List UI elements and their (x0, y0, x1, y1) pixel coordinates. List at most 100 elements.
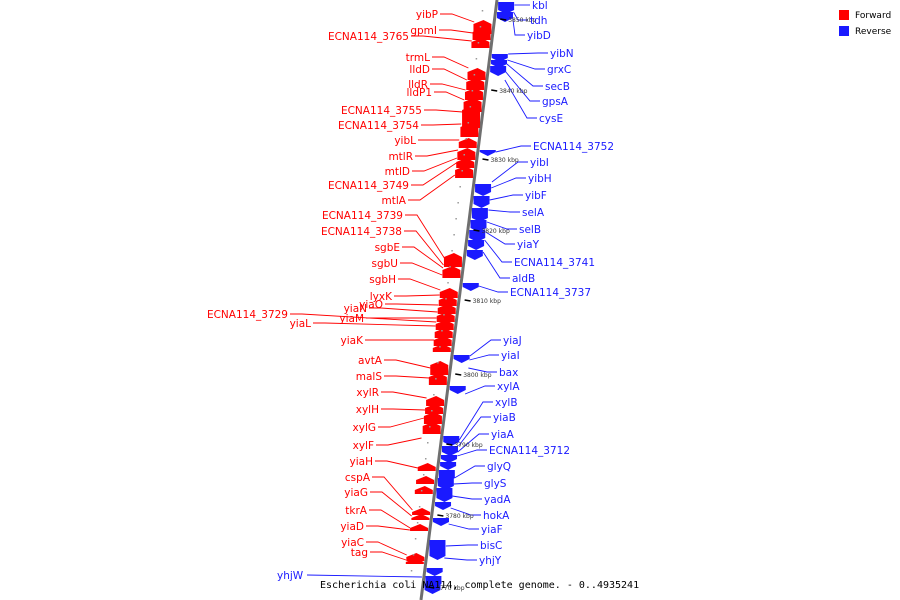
reverse-leader-line (504, 79, 537, 119)
tick-mark (455, 373, 462, 376)
reverse-gene-label: yiaJ (503, 335, 522, 347)
forward-leader-line (400, 262, 443, 276)
reverse-leader-line (488, 209, 520, 213)
forward-leader-line (290, 313, 437, 323)
forward-gene-label: yiaM (339, 313, 364, 325)
minor-tick (418, 506, 421, 508)
legend-forward-swatch (839, 10, 849, 20)
forward-gene-label: yiaC (341, 537, 364, 549)
minor-tick (433, 394, 435, 396)
forward-gene-label: yiaD (340, 521, 364, 533)
tick-mark (491, 89, 498, 92)
forward-feature (439, 288, 458, 298)
forward-leader-line (440, 13, 475, 23)
reverse-gene-label: aldB (512, 273, 535, 285)
forward-gene-label: xylH (356, 404, 379, 416)
forward-leader-line (415, 149, 459, 157)
forward-gene-label: malS (356, 371, 383, 383)
minor-tick (471, 90, 474, 92)
forward-gene-label: xylF (353, 440, 374, 452)
tick-label: 3820 kbp (481, 228, 509, 235)
reverse-feature (466, 250, 483, 260)
minor-tick (465, 138, 468, 140)
tick-mark (437, 514, 444, 517)
reverse-feature (440, 462, 457, 470)
reverse-feature (442, 446, 458, 456)
reverse-feature (498, 2, 515, 14)
forward-gene-label: avtA (358, 355, 383, 367)
minor-tick (424, 458, 427, 460)
reverse-gene-label: glyS (484, 478, 507, 490)
forward-leader-line (366, 525, 410, 531)
reverse-gene-label: hokA (483, 510, 510, 522)
reverse-feature (437, 478, 454, 490)
reverse-leader-line (453, 482, 482, 485)
reverse-gene-label: yhjW (277, 570, 304, 582)
reverse-gene-label: ECNA114_3737 (510, 287, 591, 299)
reverse-feature (471, 208, 488, 222)
forward-feature (414, 486, 433, 494)
forward-gene-label: sgbU (372, 258, 399, 270)
reverse-feature (449, 386, 466, 394)
forward-leader-line (398, 278, 441, 291)
minor-tick (435, 378, 437, 380)
forward-gene-label: cspA (345, 472, 371, 484)
reverse-feature (429, 540, 446, 560)
minor-tick (445, 298, 447, 300)
forward-gene-label: xylG (353, 422, 376, 434)
forward-leader-line (421, 123, 462, 126)
minor-tick (449, 266, 451, 268)
forward-gene-label: yiaK (341, 335, 365, 347)
forward-leader-line (424, 109, 463, 113)
forward-gene-label: ECNA114_3765 (328, 31, 409, 43)
forward-feature (443, 253, 462, 267)
reverse-feature (473, 196, 490, 208)
reverse-gene-label: tdh (530, 15, 547, 27)
forward-leader-line (402, 246, 444, 269)
forward-feature (466, 78, 485, 90)
tick-label: 3790 kbp (454, 442, 482, 449)
forward-leader-line (412, 157, 458, 172)
minor-tick (431, 410, 433, 412)
forward-gene-label: gpmI (410, 25, 437, 37)
reverse-feature (433, 518, 450, 526)
reverse-feature (426, 568, 443, 576)
reverse-feature (436, 488, 453, 502)
forward-gene-label: mtlD (385, 166, 410, 178)
minor-tick (481, 10, 484, 12)
reverse-leader-line (458, 416, 491, 447)
reverse-leader-line (484, 239, 512, 263)
forward-leader-line (394, 294, 440, 297)
reverse-gene-label: selA (522, 207, 545, 219)
reverse-leader-line (450, 507, 481, 516)
forward-feature (464, 88, 483, 100)
reverse-gene-label: yibF (525, 190, 547, 202)
reverse-gene-label: glyQ (487, 461, 511, 473)
minor-tick (416, 522, 419, 524)
reverse-gene-label: yhjY (479, 555, 502, 567)
forward-leader-line (408, 174, 456, 201)
forward-leader-line (439, 29, 473, 34)
reverse-leader-line (306, 574, 422, 578)
reverse-gene-label: yiaI (501, 350, 520, 362)
minor-tick (463, 154, 465, 156)
reverse-leader-line (489, 194, 523, 201)
forward-leader-line (378, 417, 425, 428)
forward-leader-line (432, 68, 468, 81)
minor-tick (447, 282, 449, 284)
reverse-gene-label: selB (519, 224, 541, 236)
reverse-feature (470, 220, 487, 232)
minor-tick (420, 490, 423, 492)
forward-leader-line (381, 408, 426, 411)
minor-tick (414, 538, 417, 540)
forward-leader-line (381, 391, 427, 399)
forward-gene-label: ECNA114_3754 (338, 120, 419, 132)
reverse-gene-label: secB (545, 81, 570, 93)
reverse-gene-label: yiaF (481, 524, 503, 536)
reverse-feature (490, 66, 507, 76)
tick-mark (446, 443, 453, 446)
tick-label: 3830 kbp (490, 157, 518, 164)
reverse-leader-line (448, 523, 479, 530)
reverse-leader-line (508, 52, 548, 55)
reverse-leader-line (506, 63, 543, 87)
